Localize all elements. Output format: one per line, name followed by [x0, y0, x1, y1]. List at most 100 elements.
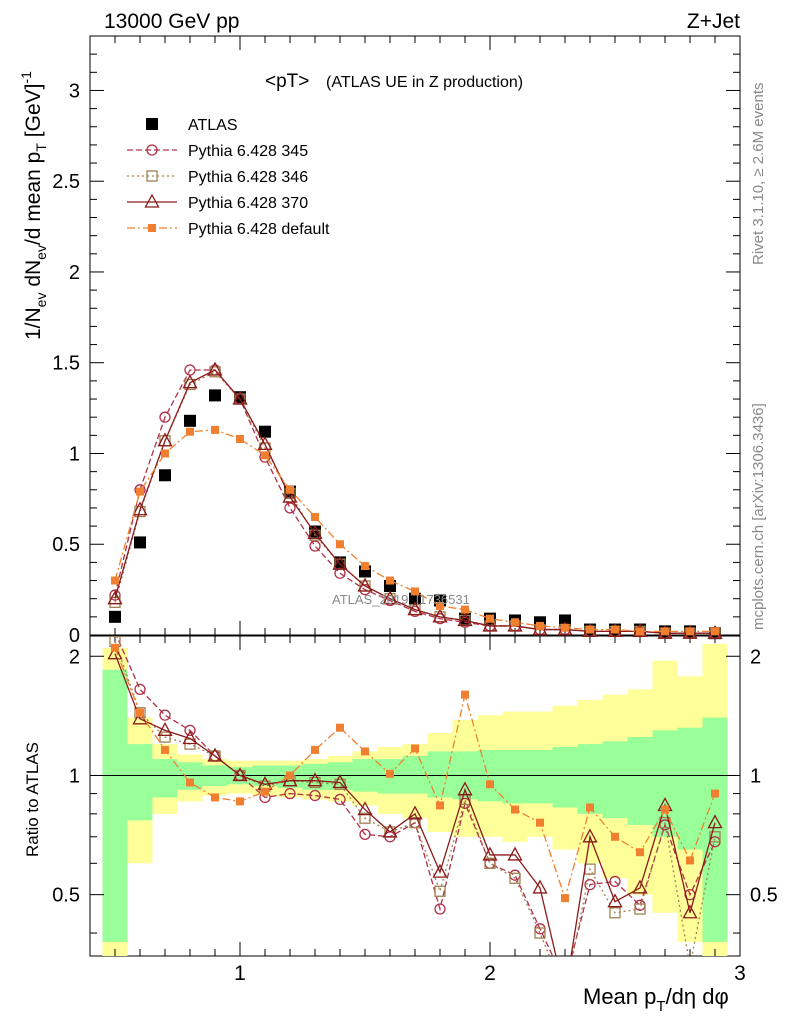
ratio-tick-label: 1	[69, 765, 80, 787]
ratio-point	[136, 708, 144, 717]
mcplots-label: mcplots.cern.ch [arXiv:1306.3436]	[750, 403, 767, 630]
y-tick-label: 2	[69, 262, 80, 284]
legend: ATLAS Pythia 6.428 345 Pythia 6.428 346 Pyt…	[127, 117, 330, 238]
ratio-point	[382, 823, 398, 838]
ratio-point	[386, 769, 394, 778]
data-point	[257, 436, 273, 451]
ratio-point	[509, 869, 521, 881]
ratio-point	[586, 803, 594, 812]
y-axis-label: 1/Nev dNev/d mean pT [GeV]-1	[18, 71, 49, 340]
data-point	[636, 627, 644, 636]
data-point	[661, 627, 669, 636]
data-point	[711, 627, 719, 636]
ratio-line	[114, 641, 716, 956]
data-point	[111, 576, 119, 585]
ratio-tick-label-right: 2	[750, 646, 761, 668]
data-point	[461, 605, 469, 614]
ratio-point	[609, 875, 621, 888]
data-point	[332, 555, 348, 570]
data-point	[184, 414, 196, 427]
ratio-tick-label-right: 0.5	[750, 885, 778, 907]
ratio-point	[611, 832, 619, 841]
ratio-point	[184, 724, 196, 736]
ratio-band-green	[427, 751, 453, 798]
ratio-point	[361, 747, 369, 756]
ratio-point	[161, 745, 169, 754]
ratio-point	[159, 731, 171, 743]
data-point	[159, 469, 171, 482]
ratio-band-green	[127, 744, 153, 821]
ratio-point	[607, 893, 623, 908]
ratio-point	[261, 787, 269, 796]
header-right: Z+Jet	[687, 10, 740, 33]
ratio-point	[484, 857, 496, 869]
data-point	[561, 623, 569, 632]
legend-label: Pythia 6.428 370	[188, 195, 308, 212]
data-point	[586, 625, 594, 634]
ratio-point	[409, 817, 421, 829]
ratio-point	[284, 787, 296, 800]
legend-marker	[146, 144, 158, 156]
data-point	[161, 449, 169, 458]
data-point	[186, 427, 194, 436]
data-point	[136, 487, 144, 496]
rivet-label: Rivet 3.1.10, ≥ 2.6M events	[750, 83, 767, 266]
header-left: 13000 GeV pp	[104, 10, 239, 33]
data-point	[211, 425, 219, 434]
legend-label: Pythia 6.428 345	[188, 143, 308, 160]
data-point	[482, 617, 498, 632]
ratio-tick-label: 2	[69, 646, 80, 668]
ratio-band-green	[152, 759, 178, 798]
legend-marker	[144, 193, 160, 208]
data-point	[559, 614, 571, 627]
legend-marker	[146, 118, 158, 130]
ratio-band-green	[577, 744, 603, 814]
data-point	[232, 390, 248, 405]
data-point	[411, 587, 419, 596]
y-tick-label: 0	[69, 625, 80, 647]
data-point	[382, 590, 398, 605]
ratio-point	[511, 805, 519, 814]
data-point	[207, 361, 223, 376]
axis-ticks: 1 2 3 0 0.5 1 1.5 2 2.5 3 0.5 0.5 1 1 2 2	[52, 35, 778, 985]
y-tick-label: 3	[69, 80, 80, 102]
ratio-point	[157, 721, 173, 736]
data-point	[536, 621, 544, 630]
ratio-band-green	[102, 669, 128, 942]
data-point	[182, 374, 198, 389]
data-point	[309, 540, 321, 552]
data-point	[157, 432, 173, 447]
ratio-point	[282, 772, 298, 787]
data-point	[407, 601, 423, 616]
data-point	[134, 536, 146, 549]
data-point	[259, 425, 271, 438]
data-point	[282, 488, 298, 503]
data-point	[109, 610, 121, 623]
ratio-point	[411, 744, 419, 753]
chart-title-main: <pT>	[265, 71, 309, 92]
ratio-point	[634, 903, 646, 915]
data-point	[386, 576, 394, 585]
y-tick-label: 0.5	[52, 534, 80, 556]
ratio-band-green	[652, 730, 678, 837]
ratio-point	[159, 709, 171, 721]
ratio-point	[436, 801, 444, 810]
data-point	[209, 389, 221, 402]
ratio-point	[636, 848, 644, 857]
data-point	[334, 567, 346, 579]
data-point	[286, 485, 294, 494]
ratio-point	[707, 814, 723, 829]
x-tick-label: 1	[234, 962, 246, 985]
analysis-watermark: ATLAS_2019_I1736531	[332, 592, 470, 607]
ratio-band-green	[627, 737, 653, 825]
ratio-point	[434, 903, 446, 915]
ratio-point	[534, 927, 546, 939]
ratio-point	[236, 797, 244, 806]
data-point	[436, 601, 444, 610]
legend-marker	[148, 224, 156, 232]
data-point	[109, 589, 121, 601]
ratio-uncertainty-bands	[90, 643, 740, 956]
ratio-point	[507, 846, 523, 861]
ratio-point	[186, 778, 194, 787]
data-point	[409, 592, 421, 605]
